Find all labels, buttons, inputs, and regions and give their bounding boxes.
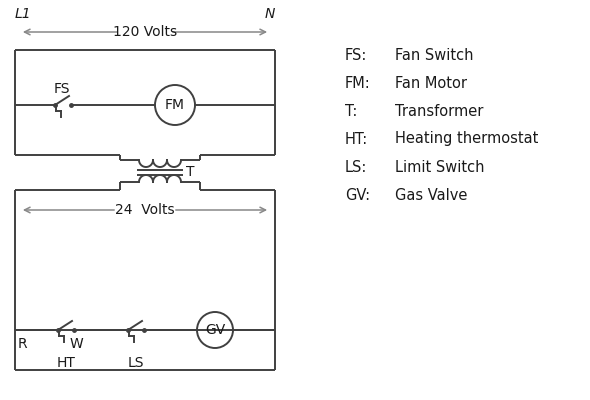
Text: GV:: GV: <box>345 188 370 202</box>
Text: LS:: LS: <box>345 160 368 174</box>
Text: T: T <box>186 165 195 179</box>
Text: Fan Motor: Fan Motor <box>395 76 467 90</box>
Text: HT:: HT: <box>345 132 368 146</box>
Text: 24  Volts: 24 Volts <box>115 203 175 217</box>
Text: Limit Switch: Limit Switch <box>395 160 484 174</box>
Text: FS:: FS: <box>345 48 368 62</box>
Text: LS: LS <box>128 356 144 370</box>
Text: Heating thermostat: Heating thermostat <box>395 132 538 146</box>
Text: FS: FS <box>54 82 70 96</box>
Text: Transformer: Transformer <box>395 104 483 118</box>
Text: FM:: FM: <box>345 76 371 90</box>
Text: W: W <box>69 337 83 351</box>
Text: Gas Valve: Gas Valve <box>395 188 467 202</box>
Text: HT: HT <box>57 356 76 370</box>
Text: T:: T: <box>345 104 358 118</box>
Text: N: N <box>265 7 275 21</box>
Text: FM: FM <box>165 98 185 112</box>
Text: R: R <box>18 337 28 351</box>
Text: L1: L1 <box>15 7 32 21</box>
Text: Fan Switch: Fan Switch <box>395 48 474 62</box>
Text: 120 Volts: 120 Volts <box>113 25 177 39</box>
Text: GV: GV <box>205 323 225 337</box>
